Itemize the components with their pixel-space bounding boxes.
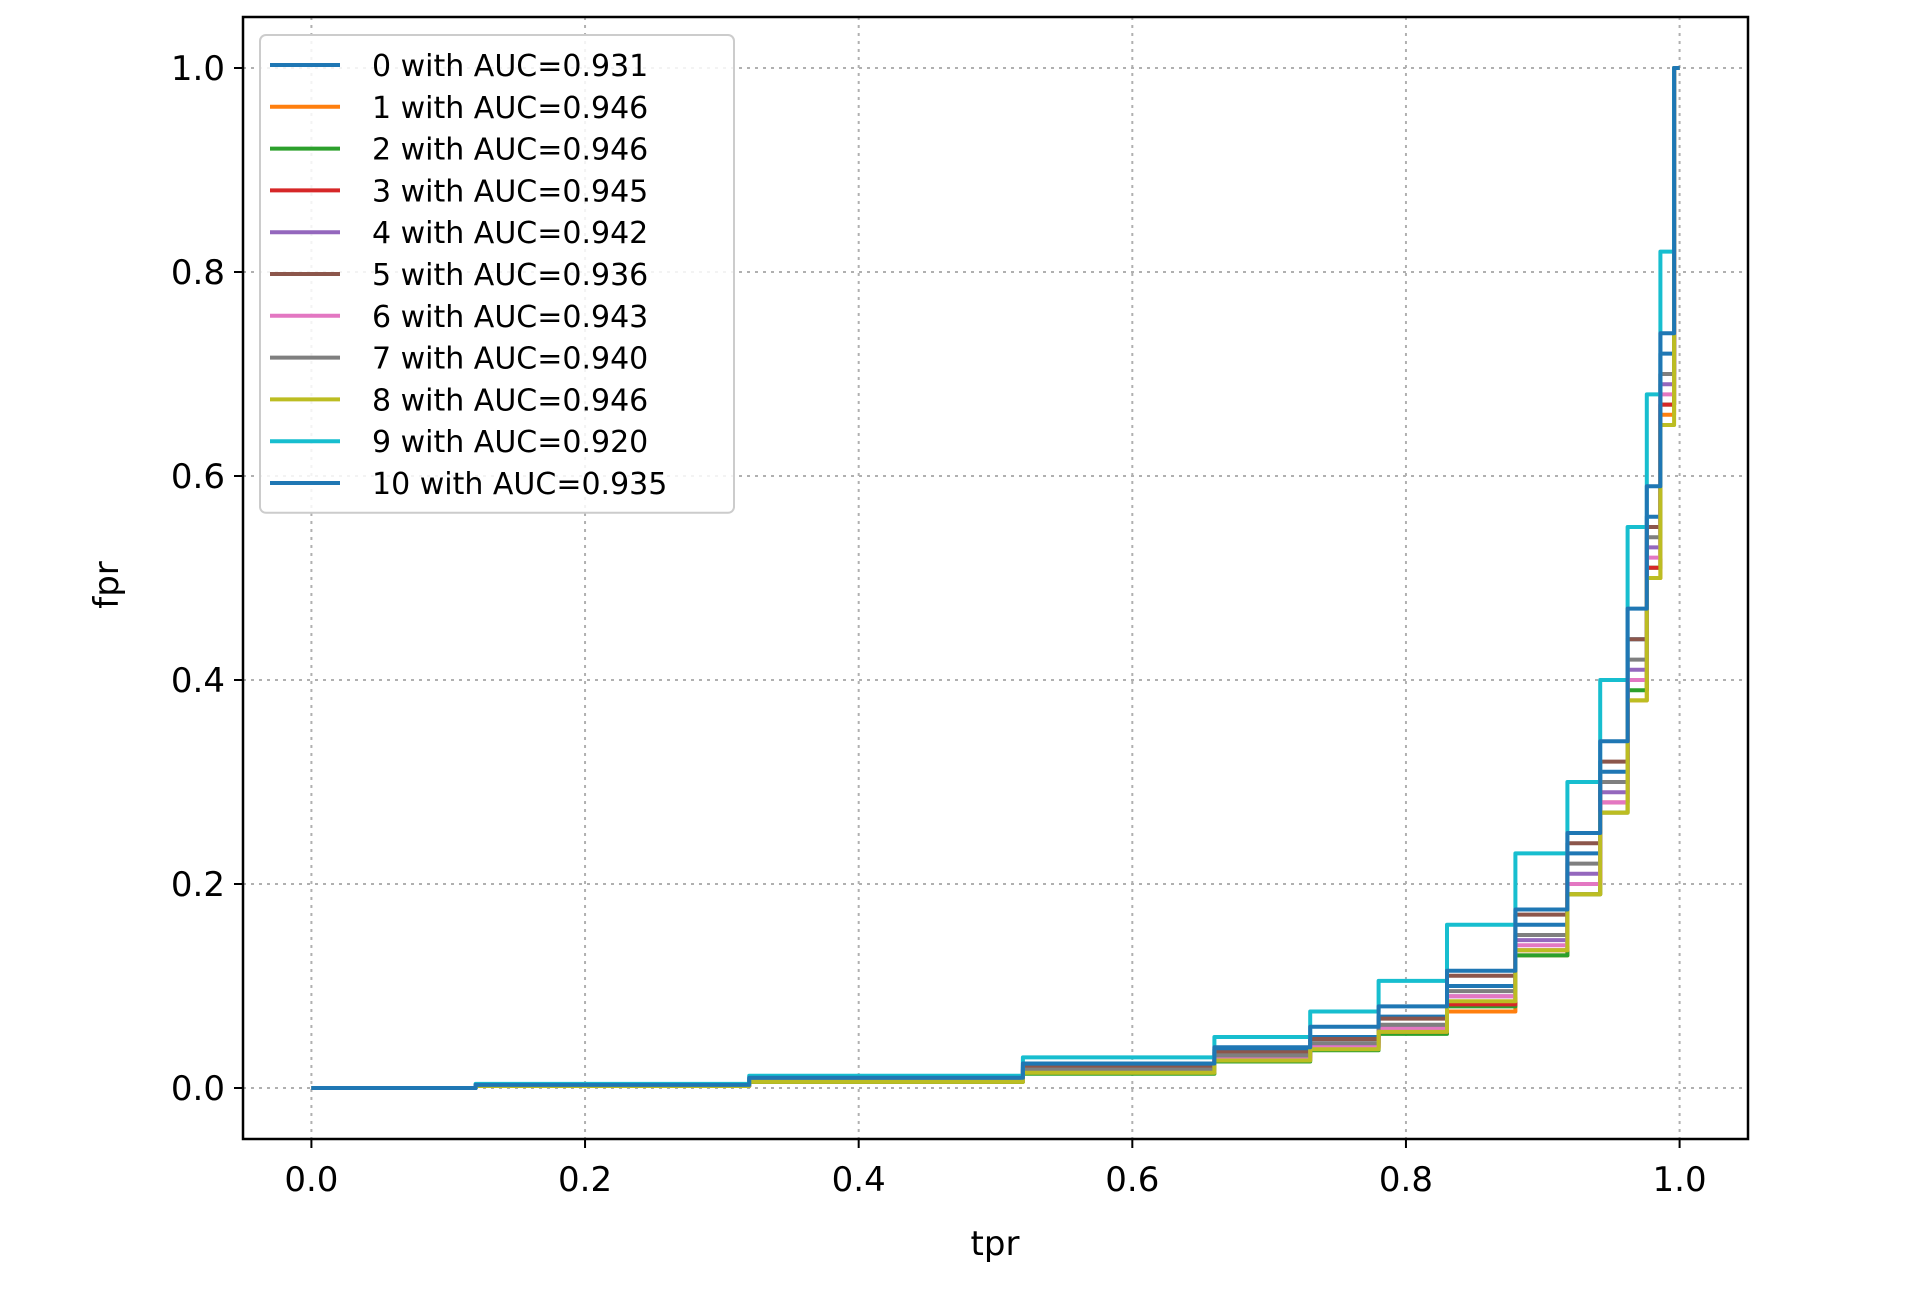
plot-frame: [241, 15, 1750, 1141]
legend-entry-label: 8 with AUC=0.946: [372, 383, 648, 418]
series-lines: [311, 66, 1680, 1090]
legend-entry-label: 4 with AUC=0.942: [372, 216, 648, 251]
legend-entry-label: 7 with AUC=0.940: [372, 342, 648, 377]
x-tick-label: 0.8: [1379, 1160, 1433, 1200]
x-tick-label: 0.0: [284, 1160, 338, 1200]
x-tick-label: 1.0: [1653, 1160, 1707, 1200]
legend-entry-label: 3 with AUC=0.945: [372, 174, 648, 209]
legend-entry-label: 6 with AUC=0.943: [372, 300, 648, 335]
legend: 0 with AUC=0.931 1 with AUC=0.946 2 with A…: [259, 34, 735, 514]
x-tick-label: 0.4: [832, 1160, 886, 1200]
legend-entry-label: 1 with AUC=0.946: [372, 91, 648, 126]
legend-entry-label: 5 with AUC=0.936: [372, 258, 648, 293]
y-tick-label: 0.0: [171, 1069, 225, 1109]
y-axis-label: fpr: [87, 561, 127, 609]
y-tick-label: 0.8: [171, 253, 225, 293]
y-tick-label: 0.6: [171, 457, 225, 497]
x-tick-label: 0.2: [558, 1160, 612, 1200]
axis-ticks: 0.0 0.2 0.4 0.6 0.8 1.0 0.0 0.2 0.4 0.6 0.8 1.0: [171, 49, 1707, 1200]
legend-entry-label: 10 with AUC=0.935: [372, 467, 667, 502]
legend-entry-label: 9 with AUC=0.920: [372, 425, 648, 460]
legend-box: [259, 34, 735, 514]
y-tick-label: 0.2: [171, 865, 225, 905]
series-line-10: [311, 66, 1680, 1090]
x-axis-label: tpr: [971, 1224, 1020, 1264]
x-tick-label: 0.6: [1105, 1160, 1159, 1200]
legend-entry-label: 0 with AUC=0.931: [372, 49, 648, 84]
y-tick-label: 0.4: [171, 661, 225, 701]
y-tick-label: 1.0: [171, 49, 225, 89]
legend-entry-label: 2 with AUC=0.946: [372, 133, 648, 168]
